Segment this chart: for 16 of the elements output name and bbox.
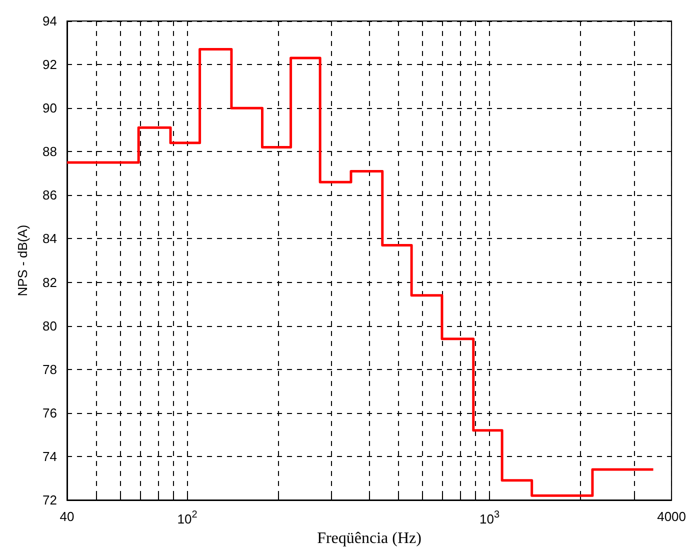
y-tick-label: 74 [42, 448, 57, 464]
x-tick-label: 40 [60, 509, 74, 524]
y-tick-label: 72 [42, 492, 57, 508]
y-tick-label: 90 [42, 100, 57, 116]
y-tick-label: 82 [42, 274, 57, 290]
x-tick-label: 4000 [657, 509, 686, 524]
y-tick-label: 86 [42, 188, 57, 203]
y-tick-label: 80 [42, 318, 57, 334]
y-tick-label: 78 [42, 362, 57, 377]
y-tick-label: 84 [42, 231, 57, 246]
y-axis-title: NPS - dB(A) [15, 224, 30, 296]
y-tick-label: 94 [42, 14, 57, 28]
x-axis-title: Freqüência (Hz) [317, 530, 422, 547]
y-tick-label: 76 [42, 405, 57, 420]
y-tick-label: 88 [42, 144, 57, 160]
y-tick-label: 92 [42, 57, 57, 72]
